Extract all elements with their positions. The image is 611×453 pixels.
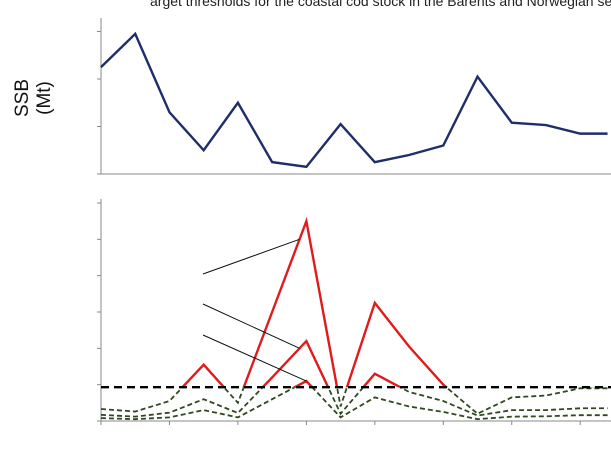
series-b-above bbox=[261, 338, 403, 388]
panel-b bbox=[97, 199, 611, 425]
annotation-c-leader bbox=[202, 238, 300, 275]
panel-a-ylabel-line2: (Mt) bbox=[34, 81, 55, 115]
series-c-above bbox=[180, 216, 608, 388]
annotation-b-leader bbox=[202, 303, 300, 349]
ssb-line bbox=[100, 31, 608, 169]
panel-a-ylabel-line1: SSB bbox=[12, 79, 33, 117]
series-c-below bbox=[101, 387, 608, 415]
caption-fragment: arget thresholds for the coastal cod sto… bbox=[150, 0, 611, 9]
series-b-below bbox=[101, 387, 608, 418]
annotation-a-leader bbox=[202, 334, 307, 382]
panel-a: SSB (Mt) bbox=[12, 18, 611, 175]
